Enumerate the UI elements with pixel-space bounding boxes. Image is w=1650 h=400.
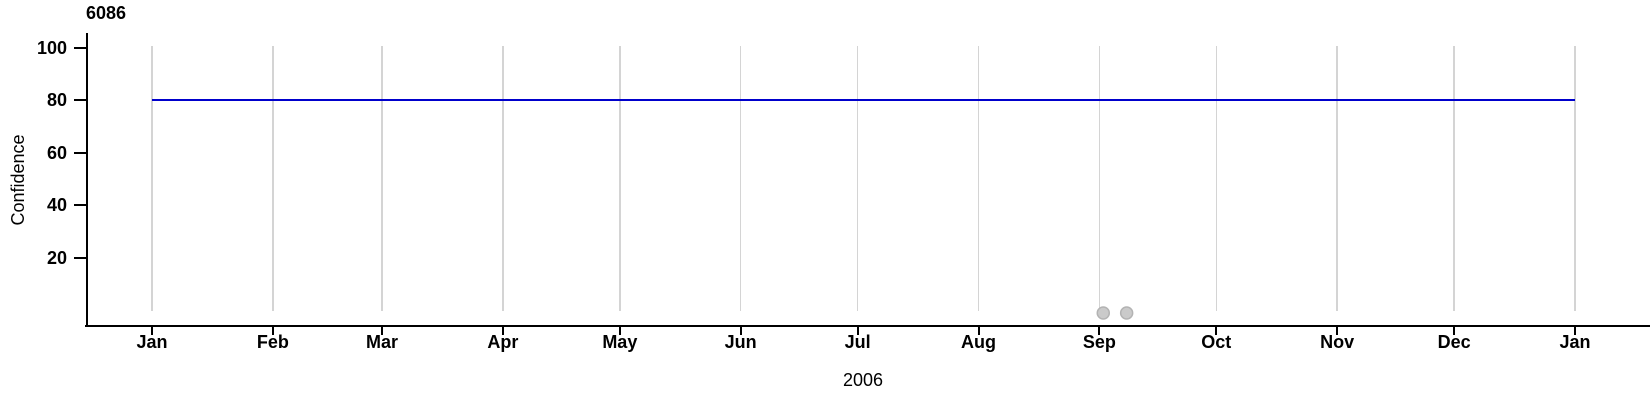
gridline [1574,46,1576,311]
data-point [1119,306,1134,320]
y-tick [74,256,87,259]
x-tick-label: Jan [136,332,168,352]
gridline [619,46,621,311]
y-tick [74,99,87,101]
x-axis-line [85,325,1650,327]
x-tick-label: May [602,332,638,352]
y-tick [74,204,87,206]
x-tick-label: Sep [1082,332,1116,352]
x-tick [856,327,859,335]
gridline [272,46,274,311]
y-tick [74,151,87,154]
x-tick [271,327,274,335]
x-tick-label: Feb [256,332,289,352]
y-tick-label: 40 [46,195,67,215]
x-tick [977,327,980,335]
x-tick [381,327,384,335]
x-tick-label: Oct [1201,332,1232,352]
y-tick [74,46,87,49]
gridline [502,46,504,311]
x-tick [1453,327,1456,335]
x-tick [501,327,504,335]
x-axis-title: 2006 [842,370,884,390]
gridline [977,46,980,311]
x-tick-label: Dec [1437,332,1471,352]
gridline [1453,46,1455,311]
x-tick [1098,327,1101,335]
x-tick [151,327,153,335]
y-tick-label: 60 [46,142,67,163]
x-tick-label: Apr [487,332,519,352]
x-tick-label: Jan [1559,332,1591,352]
data-point [1096,306,1111,320]
y-axis-line [86,33,88,327]
x-tick-label: Jun [724,332,757,352]
gridline [1336,46,1338,311]
y-tick-label: 80 [46,90,67,110]
x-tick [1336,327,1339,335]
x-tick-label: Mar [366,332,399,352]
x-tick-label: Aug [961,332,996,352]
gridline [151,46,153,311]
gridline [739,46,742,311]
x-tick-label: Nov [1320,332,1355,352]
x-tick [739,327,742,335]
y-tick-label: 100 [36,37,67,58]
x-tick [1215,327,1218,335]
gridline [856,46,859,311]
y-tick-label: 20 [46,247,67,268]
gridline [381,46,383,311]
gridline [1098,46,1101,311]
gridline [1215,46,1218,311]
chart-title: 6086 [86,3,127,23]
x-tick-label: Jul [844,332,871,352]
x-tick [1574,327,1576,335]
x-tick [618,327,621,335]
